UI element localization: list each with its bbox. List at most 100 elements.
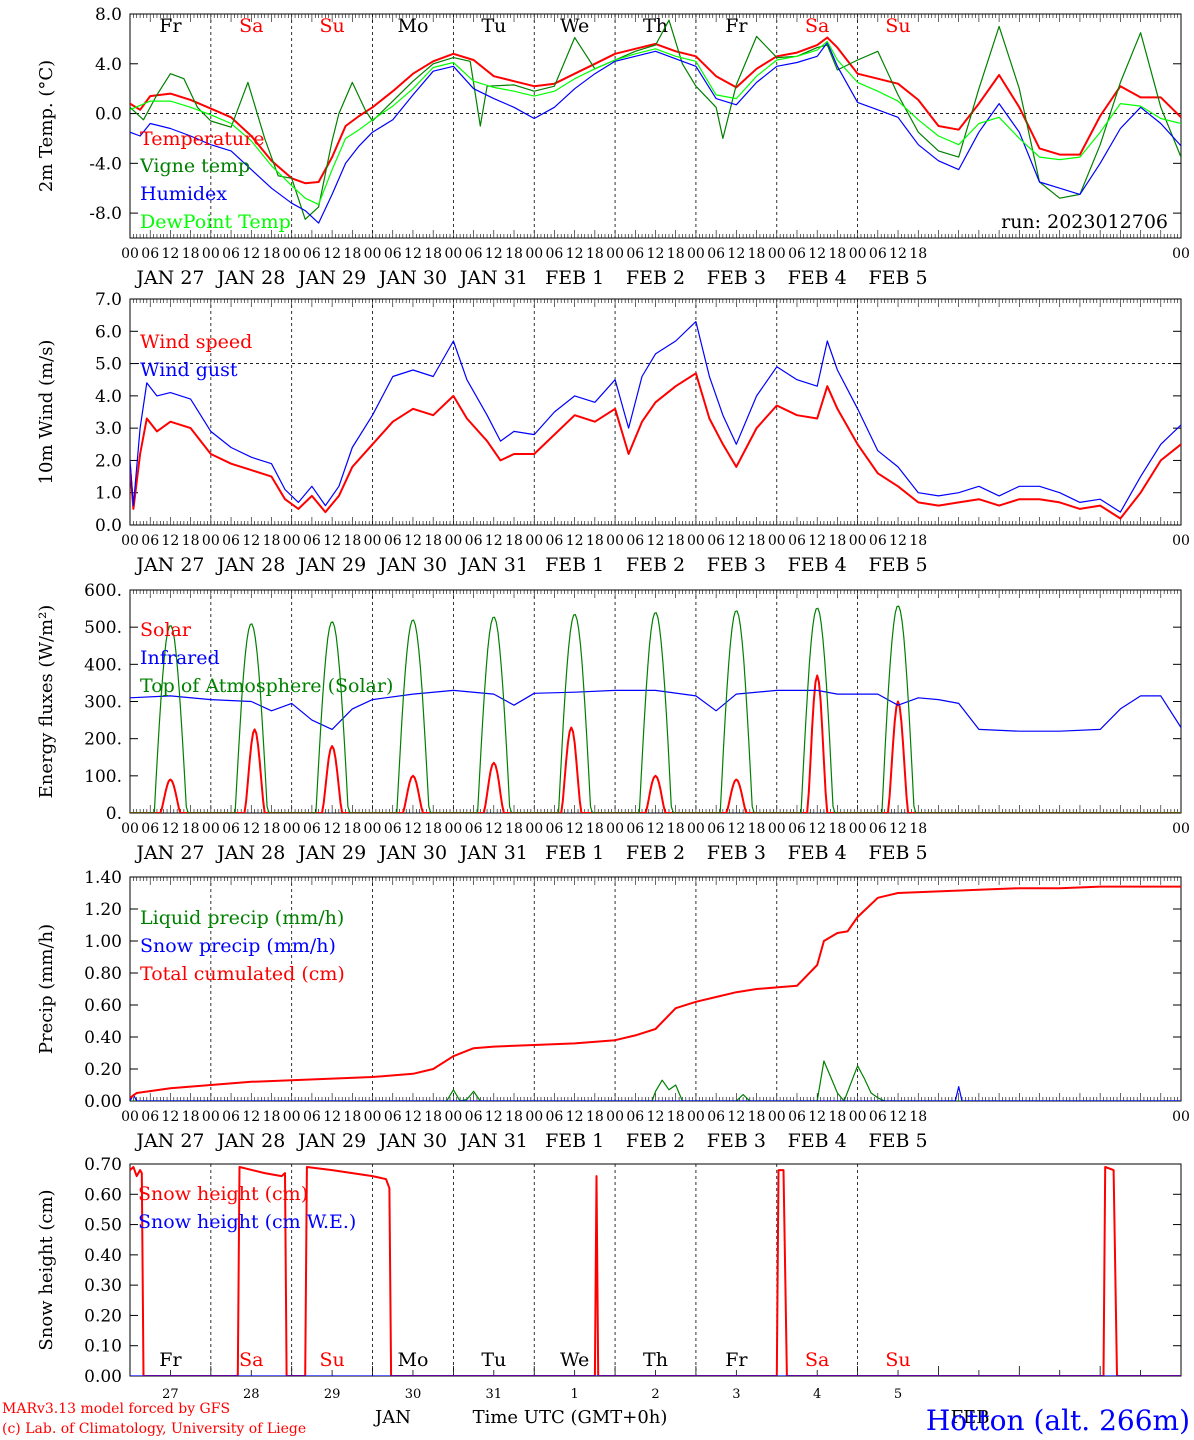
hour-tick-label: 06 <box>303 1109 321 1125</box>
y-tick-label: 1.0 <box>95 484 122 504</box>
hour-tick-label: 00 <box>121 1109 139 1125</box>
weekday-label: We <box>560 1349 589 1371</box>
y-tick-label: 4.0 <box>95 55 122 75</box>
y-tick-label: 4.0 <box>95 387 122 407</box>
date-label: JAN 31 <box>458 842 528 864</box>
hour-tick-label: 06 <box>303 533 321 549</box>
date-label: JAN 29 <box>296 842 366 864</box>
hour-tick-label: 06 <box>141 821 159 837</box>
weekday-label: Mo <box>398 15 429 37</box>
y-tick-label: 8.0 <box>95 5 122 25</box>
series-line-infrared <box>130 689 1181 732</box>
hour-tick-label: 12 <box>323 821 341 837</box>
hour-tick-label: 06 <box>141 246 159 262</box>
weekday-label: Su <box>319 15 344 37</box>
y-tick-label: 0.20 <box>84 1306 122 1326</box>
legend-entry: Wind gust <box>140 359 238 381</box>
hour-tick-label: 00 <box>444 1109 462 1125</box>
day-number-label: 2 <box>651 1387 659 1402</box>
y-tick-label: 3.0 <box>95 419 122 439</box>
hour-tick-label: 18 <box>343 821 361 837</box>
hour-tick-label: 06 <box>869 1109 887 1125</box>
day-number-label: 30 <box>405 1387 422 1402</box>
legend-entry: Snow precip (mm/h) <box>140 935 336 957</box>
hour-tick-label: 00 <box>202 1109 220 1125</box>
weekday-label: Fr <box>159 15 182 37</box>
weekday-label: Sa <box>239 1349 263 1371</box>
hour-tick-label: 06 <box>222 533 240 549</box>
hour-tick-label: 12 <box>485 1109 503 1125</box>
hour-tick-label: 12 <box>889 246 907 262</box>
hour-tick-label: 00 <box>849 533 867 549</box>
hour-tick-label: 18 <box>505 246 523 262</box>
weekday-label: Sa <box>239 15 263 37</box>
hour-tick-label: 06 <box>546 533 564 549</box>
hour-tick-label: 00 <box>202 246 220 262</box>
hour-tick-label: 06 <box>788 1109 806 1125</box>
date-label: JAN 31 <box>458 1130 528 1152</box>
day-number-label: 27 <box>162 1387 179 1402</box>
y-tick-label: -8.0 <box>89 204 122 224</box>
hour-tick-label: 12 <box>242 533 260 549</box>
y-axis-label: 10m Wind (m/s) <box>36 340 57 485</box>
date-label: FEB 2 <box>626 1130 685 1152</box>
hour-tick-label: 18 <box>667 246 685 262</box>
hour-tick-label: 18 <box>909 246 927 262</box>
date-label: FEB 5 <box>868 1130 927 1152</box>
legend-entry: DewPoint Temp <box>140 211 291 233</box>
hour-tick-label: 00 <box>849 821 867 837</box>
y-tick-label: 0.60 <box>84 996 122 1016</box>
legend-entry: Snow height (cm) <box>138 1183 308 1205</box>
hour-tick-label: 06 <box>222 246 240 262</box>
hour-tick-label: 12 <box>323 246 341 262</box>
date-label: FEB 4 <box>788 842 847 864</box>
day-number-label: 28 <box>243 1387 260 1402</box>
y-tick-label: 0.60 <box>84 1185 122 1205</box>
hour-tick-label: 12 <box>727 533 745 549</box>
weekday-label: Th <box>643 1349 668 1371</box>
hour-tick-label: 00 <box>525 821 543 837</box>
legend-entry: Wind speed <box>140 331 252 353</box>
hour-tick-label: 00 <box>121 533 139 549</box>
y-tick-label: -4.0 <box>89 154 122 174</box>
hour-tick-label: 18 <box>424 246 442 262</box>
y-tick-label: 1.00 <box>84 932 122 952</box>
hour-tick-label: 18 <box>828 821 846 837</box>
hour-tick-label: 18 <box>748 821 766 837</box>
hour-tick-label: 18 <box>748 1109 766 1125</box>
day-number-label: 29 <box>324 1387 341 1402</box>
hour-tick-label: 12 <box>889 821 907 837</box>
hour-tick-label: 06 <box>788 246 806 262</box>
hour-tick-label: 18 <box>505 533 523 549</box>
series-line-top-of-atmosphere-solar- <box>130 605 1181 813</box>
hour-tick-label: 00 <box>1172 246 1190 262</box>
hour-tick-label: 18 <box>263 821 281 837</box>
hour-tick-label: 00 <box>525 533 543 549</box>
credit-line-2: (c) Lab. of Climatology, University of L… <box>2 1421 306 1437</box>
hour-tick-label: 00 <box>1172 821 1190 837</box>
legend-entry: Liquid precip (mm/h) <box>140 907 344 929</box>
hour-tick-label: 18 <box>586 533 604 549</box>
date-label: JAN 30 <box>377 1130 447 1152</box>
date-label: JAN 27 <box>134 267 204 289</box>
day-number-label: 4 <box>813 1387 821 1402</box>
y-tick-label: 300. <box>84 693 122 713</box>
plot-frame <box>129 298 1182 526</box>
hour-tick-label: 12 <box>566 821 584 837</box>
hour-tick-label: 12 <box>323 1109 341 1125</box>
hour-tick-label: 18 <box>182 1109 200 1125</box>
date-label: FEB 1 <box>545 1130 604 1152</box>
weekday-label: Su <box>885 15 910 37</box>
date-label: FEB 5 <box>868 267 927 289</box>
hour-tick-label: 18 <box>424 1109 442 1125</box>
y-tick-label: 0.00 <box>84 1367 122 1387</box>
day-number-label: 31 <box>486 1387 503 1402</box>
date-label: JAN 30 <box>377 267 447 289</box>
hour-tick-label: 12 <box>566 533 584 549</box>
y-tick-label: 500. <box>84 618 122 638</box>
date-label: FEB 1 <box>545 842 604 864</box>
hour-tick-label: 00 <box>525 1109 543 1125</box>
hour-tick-label: 12 <box>162 1109 180 1125</box>
series-group <box>130 321 1181 520</box>
hour-tick-label: 18 <box>828 1109 846 1125</box>
